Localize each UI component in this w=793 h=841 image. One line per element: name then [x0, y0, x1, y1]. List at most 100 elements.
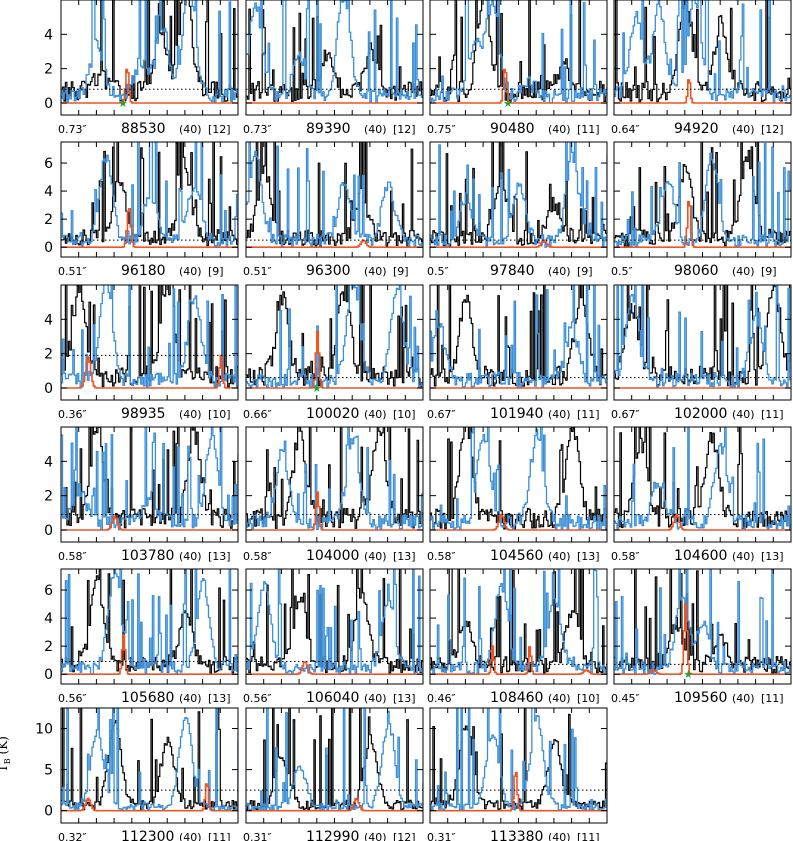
width-label: (40): [179, 123, 202, 136]
frequency-label: 100020: [306, 406, 359, 422]
y-tick-label: 2: [44, 639, 53, 655]
reference-label: [9]: [577, 265, 593, 278]
panel-103780: 0 2 4 0.58″ 103780 (40) [13]: [44, 426, 239, 564]
y-axis-label: TB (K): [0, 720, 20, 790]
beam-size-label: 0.45″: [611, 692, 640, 705]
reference-label: [13]: [761, 550, 784, 563]
panel-plot-area: ★: [430, 0, 607, 110]
observed-spectrum: [430, 427, 607, 530]
observed-spectrum: [430, 142, 607, 247]
width-label: (40): [548, 123, 571, 136]
panel-96300: 0.51″ 96300 (40) [9]: [243, 141, 424, 279]
width-label: (40): [364, 265, 387, 278]
reference-label: [12]: [393, 123, 416, 136]
reference-label: [11]: [761, 408, 784, 421]
reference-label: [9]: [761, 265, 777, 278]
model-total-spectrum: [61, 285, 238, 389]
reference-label: [11]: [761, 692, 784, 705]
beam-size-label: 0.56″: [58, 692, 87, 705]
panel-113380: 0.31″ 113380 (40) [11]: [427, 707, 608, 841]
line-position-star-marker: ★: [312, 382, 322, 395]
width-label: (40): [548, 265, 571, 278]
reference-label: [13]: [393, 550, 416, 563]
model-total-spectrum: [61, 142, 238, 248]
panel-104600: 0.58″ 104600 (40) [13]: [611, 426, 792, 564]
panel-104560: 0.58″ 104560 (40) [13]: [427, 426, 608, 564]
reference-label: [12]: [761, 123, 784, 136]
frequency-label: 105680: [121, 690, 174, 706]
observed-spectrum: [430, 0, 607, 102]
panel-plot-area: ★: [614, 569, 791, 681]
reference-label: [13]: [208, 692, 231, 705]
observed-spectrum: [246, 285, 423, 388]
panel-plot-area: [614, 427, 791, 531]
y-tick-label: 0: [44, 667, 53, 683]
y-tick-label: 0: [44, 96, 53, 112]
panel-89390: 0.73″ 89390 (40) [12]: [243, 0, 424, 137]
width-label: (40): [732, 550, 755, 563]
reference-label: [10]: [208, 408, 231, 421]
frequency-label: 106040: [306, 690, 359, 706]
beam-size-label: 0.67″: [611, 408, 640, 421]
y-tick-label: 10: [35, 722, 53, 738]
y-tick-label: 0: [44, 804, 53, 820]
reference-label: [9]: [208, 265, 224, 278]
panel-plot-area: [430, 285, 607, 389]
panel-96180: 0 2 4 6 0.51″ 96180 (40) [9]: [44, 141, 239, 279]
model-total-spectrum: [614, 142, 791, 248]
width-label: (40): [179, 265, 202, 278]
model-total-spectrum: [246, 569, 423, 675]
panel-101940: 0.67″ 101940 (40) [11]: [427, 284, 608, 422]
width-label: (40): [732, 408, 755, 421]
panel-plot-area: [614, 0, 791, 104]
y-tick-label: 4: [44, 312, 53, 328]
species-model-spectrum: [246, 491, 423, 531]
y-tick-label: 4: [44, 454, 53, 470]
species-model-spectrum: [614, 79, 791, 104]
species-model-spectrum: [430, 68, 607, 104]
observed-spectrum: [61, 0, 238, 102]
line-position-star-marker: ★: [683, 668, 693, 681]
species-model-spectrum: [246, 239, 423, 248]
panel-97840: 0.5″ 97840 (40) [9]: [427, 141, 608, 279]
reference-label: [13]: [577, 550, 600, 563]
species-model-spectrum: [61, 634, 238, 675]
panel-108460: 0.46″ 108460 (40) [10]: [427, 568, 608, 706]
model-total-spectrum: [61, 569, 238, 675]
y-tick-label: 0: [44, 381, 53, 397]
beam-size-label: 0.58″: [427, 550, 456, 563]
beam-size-label: 0.67″: [427, 408, 456, 421]
observed-spectrum: [614, 0, 791, 103]
panel-112300: 0 5 10 0.32″ 112300 (40) [11]: [35, 707, 239, 841]
observed-spectrum: [246, 142, 423, 247]
panel-plot-area: [246, 0, 423, 104]
observed-spectrum: [61, 142, 238, 247]
panel-plot-area: [614, 285, 791, 389]
model-total-spectrum: [430, 285, 607, 389]
model-total-spectrum: [61, 0, 238, 104]
frequency-label: 113380: [490, 829, 543, 841]
width-label: (40): [364, 831, 387, 841]
frequency-label: 89390: [306, 121, 351, 137]
width-label: (40): [732, 123, 755, 136]
frequency-label: 90480: [490, 121, 535, 137]
panel-plot-area: ★: [61, 0, 238, 110]
species-model-spectrum: [61, 515, 238, 531]
beam-size-label: 0.46″: [427, 692, 456, 705]
frequency-label: 104600: [674, 548, 727, 564]
beam-size-label: 0.5″: [427, 265, 449, 278]
width-label: (40): [364, 123, 387, 136]
y-tick-label: 2: [44, 489, 53, 505]
panel-plot-area: [614, 142, 791, 248]
beam-size-label: 0.31″: [243, 831, 272, 841]
panel-94920: 0.64″ 94920 (40) [12]: [611, 0, 792, 137]
frequency-label: 112990: [306, 829, 359, 841]
y-tick-label: 6: [44, 156, 53, 172]
reference-label: [12]: [208, 123, 231, 136]
reference-label: [10]: [393, 408, 416, 421]
y-tick-label: 2: [44, 62, 53, 78]
panel-109560: ★ 0.45″ 109560 (40) [11]: [611, 568, 792, 706]
beam-size-label: 0.31″: [427, 831, 456, 841]
species-model-spectrum: [246, 797, 423, 812]
species-model-spectrum: [430, 771, 607, 812]
